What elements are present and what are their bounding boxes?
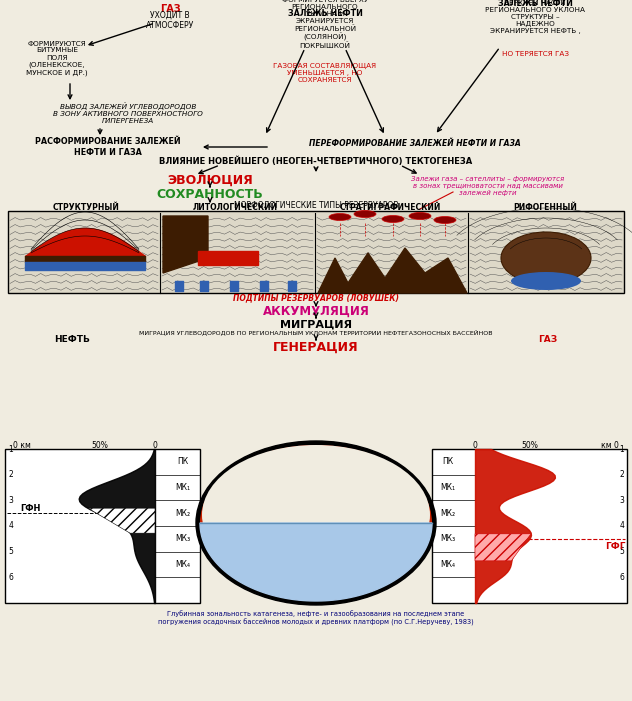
Text: 2: 2 — [619, 470, 624, 479]
Text: УХОДИТ В
АТМОСФЕРУ: УХОДИТ В АТМОСФЕРУ — [146, 11, 194, 29]
Ellipse shape — [329, 214, 351, 221]
Text: МК₄: МК₄ — [176, 560, 190, 569]
Text: 5: 5 — [619, 547, 624, 556]
Text: РАСФОРМИРОВАНИЕ ЗАЛЕЖЕЙ
НЕФТИ И ГАЗА: РАСФОРМИРОВАНИЕ ЗАЛЕЖЕЙ НЕФТИ И ГАЗА — [35, 137, 181, 157]
Text: 6: 6 — [619, 573, 624, 582]
Text: МК₁: МК₁ — [441, 483, 456, 492]
Polygon shape — [88, 508, 155, 533]
Text: ПК: ПК — [442, 457, 454, 466]
Bar — [8, 211, 624, 293]
Text: МИГРАЦИЯ: МИГРАЦИЯ — [280, 320, 352, 330]
Text: АККУМУЛЯЦИЯ: АККУМУЛЯЦИЯ — [262, 304, 370, 318]
Text: ГФГ: ГФГ — [605, 543, 625, 551]
Text: ГАЗОВАЯ СОСТАВЛЯЮЩАЯ
УМЕНЬШАЕТСЯ , НО
СОХРАНЯЕТСЯ: ГАЗОВАЯ СОСТАВЛЯЮЩАЯ УМЕНЬШАЕТСЯ , НО СО… — [274, 63, 377, 83]
Text: СОХРАННОСТЬ: СОХРАННОСТЬ — [157, 187, 264, 200]
Ellipse shape — [354, 210, 376, 217]
Ellipse shape — [434, 217, 456, 224]
Text: 0: 0 — [152, 442, 157, 451]
Text: ФОРМИРУЕТСЯ В
ВЕРХНЕЙ ЧАСТИ
РЕГИОНАЛЬНОГО УКЛОНА
СТРУКТУРЫ –
НАДЕЖНО
ЭКРАНИРУЕТС: ФОРМИРУЕТСЯ В ВЕРХНЕЙ ЧАСТИ РЕГИОНАЛЬНОГ… — [485, 0, 585, 34]
Ellipse shape — [511, 272, 581, 290]
Text: 4: 4 — [619, 522, 624, 531]
Ellipse shape — [202, 445, 430, 585]
Text: МК₄: МК₄ — [441, 560, 456, 569]
Text: ЗАЛЕЖЬ НЕФТИ: ЗАЛЕЖЬ НЕФТИ — [497, 0, 573, 8]
Text: 5: 5 — [9, 547, 13, 556]
Text: 3: 3 — [619, 496, 624, 505]
Text: ПК: ПК — [178, 457, 188, 466]
Text: ПОДТИПЫ РЕЗЕРВУАРОВ (ЛОВУШЕК): ПОДТИПЫ РЕЗЕРВУАРОВ (ЛОВУШЕК) — [233, 294, 399, 303]
Text: 6: 6 — [9, 573, 13, 582]
Polygon shape — [198, 251, 258, 265]
Text: Залежи газа – сателлиты – формируются
в зонах трещиноватости над массивами
залеж: Залежи газа – сателлиты – формируются в … — [411, 176, 564, 196]
Text: ЗАЛЕЖЬ НЕФТИ: ЗАЛЕЖЬ НЕФТИ — [288, 8, 362, 18]
Text: ЛИТОЛОГИЧЕСКИЙ: ЛИТОЛОГИЧЕСКИЙ — [192, 203, 277, 212]
Text: 50%: 50% — [521, 442, 538, 451]
Text: км 0: км 0 — [601, 442, 619, 451]
Text: ОСАДОЧНЫЙ (МОРСКОЙ) БАССЕЙН: ОСАДОЧНЫЙ (МОРСКОЙ) БАССЕЙН — [246, 546, 386, 556]
Text: 1: 1 — [619, 444, 624, 454]
Text: МИГРАЦИЯ УГЛЕВОДОРОДОВ ПО РЕГИОНАЛЬНЫМ УКЛОНАМ ТЕРРИТОРИИ НЕФТЕГАЗОНОСНЫХ БАССЕЙ: МИГРАЦИЯ УГЛЕВОДОРОДОВ ПО РЕГИОНАЛЬНЫМ У… — [139, 329, 493, 335]
Text: НО ТЕРЯЕТСЯ ГАЗ: НО ТЕРЯЕТСЯ ГАЗ — [502, 51, 569, 57]
Text: 1: 1 — [9, 444, 13, 454]
Text: 4: 4 — [9, 522, 13, 531]
Text: 3: 3 — [9, 496, 13, 505]
Text: МК₃: МК₃ — [441, 534, 456, 543]
Text: 0: 0 — [473, 442, 477, 451]
Polygon shape — [200, 523, 432, 601]
Bar — [5, 449, 200, 603]
Text: ПЕРЕФОРМИРОВАНИЕ ЗАЛЕЖЕЙ НЕФТИ И ГАЗА: ПЕРЕФОРМИРОВАНИЕ ЗАЛЕЖЕЙ НЕФТИ И ГАЗА — [309, 139, 521, 147]
Text: ГЕНЕРАЦИЯ: ГЕНЕРАЦИЯ — [273, 341, 359, 353]
Ellipse shape — [409, 212, 431, 219]
Polygon shape — [475, 534, 531, 561]
Ellipse shape — [196, 441, 436, 605]
Text: 0 км: 0 км — [13, 442, 31, 451]
Text: МК₂: МК₂ — [441, 509, 456, 517]
Text: ВЛИЯНИЕ НОВЕЙШЕГО (НЕОГЕН-ЧЕТВЕРТИЧНОГО) ТЕКТОГЕНЕЗА: ВЛИЯНИЕ НОВЕЙШЕГО (НЕОГЕН-ЧЕТВЕРТИЧНОГО)… — [159, 156, 473, 165]
Text: МОРФОЛОГИЧЕСКИЕ ТИПЫ РЕЗЕРВУАРОВ: МОРФОЛОГИЧЕСКИЕ ТИПЫ РЕЗЕРВУАРОВ — [234, 200, 398, 210]
Ellipse shape — [501, 232, 591, 284]
Text: ВЫВОД ЗАЛЕЖЕЙ УГЛЕВОДОРОДОВ
В ЗОНУ АКТИВНОГО ПОВЕРХНОСТНОГО
ГИПЕРГЕНЕЗА: ВЫВОД ЗАЛЕЖЕЙ УГЛЕВОДОРОДОВ В ЗОНУ АКТИВ… — [53, 102, 203, 124]
Text: ЭВОЛЮЦИЯ: ЭВОЛЮЦИЯ — [167, 174, 253, 186]
Ellipse shape — [200, 445, 432, 601]
Text: 50%: 50% — [92, 442, 109, 451]
Text: МК₂: МК₂ — [176, 509, 191, 517]
Text: МК₁: МК₁ — [176, 483, 190, 492]
Text: СТРАТИГРАФИЧЕСКИЙ: СТРАТИГРАФИЧЕСКИЙ — [339, 203, 441, 212]
Text: Глубинная зональность катагенеза, нефте- и газообразования на последнем этапе
по: Глубинная зональность катагенеза, нефте-… — [158, 611, 474, 626]
Text: ГФН: ГФН — [20, 503, 40, 512]
Text: 2: 2 — [9, 470, 13, 479]
Text: РИФОГЕННЫЙ: РИФОГЕННЫЙ — [513, 203, 577, 212]
Text: ОЧАГ НЕФТЕГАЗООБРАЗОВАНИЯ: ОЧАГ НЕФТЕГАЗООБРАЗОВАНИЯ — [252, 503, 380, 512]
Polygon shape — [318, 248, 467, 293]
Text: МК₃: МК₃ — [176, 534, 191, 543]
Ellipse shape — [382, 215, 404, 222]
Text: ФОРМИРУЮТСЯ
БИТУМНЫЕ
ПОЛЯ
(ОЛЕНЕКСКОЕ,
МУНСКОЕ И ДР.): ФОРМИРУЮТСЯ БИТУМНЫЕ ПОЛЯ (ОЛЕНЕКСКОЕ, М… — [26, 41, 88, 76]
Polygon shape — [163, 216, 208, 273]
Text: ФОРМИРУЕТСЯ ВВЕРХУ
РЕГИОНАЛЬНОГО
УКЛОНА И
ЭКРАНИРУЕТСЯ
РЕГИОНАЛЬНОЙ
(СОЛЯНОЙ)
ПО: ФОРМИРУЕТСЯ ВВЕРХУ РЕГИОНАЛЬНОГО УКЛОНА … — [282, 0, 368, 49]
Text: ОНГО: ОНГО — [297, 486, 335, 500]
Text: ГАЗ: ГАЗ — [538, 334, 557, 343]
Text: ГАЗ: ГАЗ — [160, 4, 180, 14]
Text: НЕФТЬ: НЕФТЬ — [54, 334, 90, 343]
Text: СТРУКТУРНЫЙ: СТРУКТУРНЫЙ — [52, 203, 119, 212]
Bar — [432, 449, 627, 603]
